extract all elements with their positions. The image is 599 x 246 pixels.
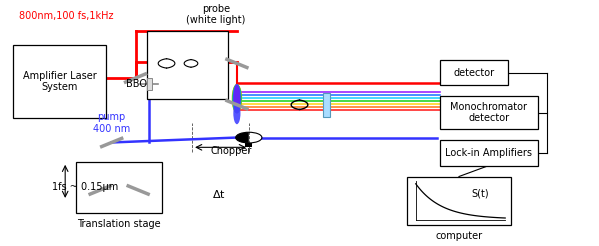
Bar bbox=[440, 60, 508, 85]
Text: Chopper: Chopper bbox=[210, 146, 252, 156]
Ellipse shape bbox=[234, 102, 240, 124]
Ellipse shape bbox=[232, 84, 241, 113]
Bar bbox=[76, 162, 162, 213]
Bar bbox=[407, 177, 511, 225]
Wedge shape bbox=[235, 132, 249, 143]
Bar bbox=[147, 78, 152, 90]
Bar bbox=[245, 143, 252, 147]
Bar bbox=[13, 45, 106, 118]
Ellipse shape bbox=[232, 84, 242, 113]
Text: S(t): S(t) bbox=[471, 188, 489, 199]
Text: Translation stage: Translation stage bbox=[77, 219, 161, 229]
Bar bbox=[440, 96, 538, 129]
Ellipse shape bbox=[232, 84, 242, 113]
Ellipse shape bbox=[232, 84, 242, 113]
Text: Monochromator
detector: Monochromator detector bbox=[450, 102, 527, 123]
Text: Amplifier Laser
System: Amplifier Laser System bbox=[23, 71, 96, 92]
Text: 800nm,100 fs,1kHz: 800nm,100 fs,1kHz bbox=[19, 11, 114, 21]
Text: pump
400 nm: pump 400 nm bbox=[93, 112, 131, 134]
Text: Lock-in Amplifiers: Lock-in Amplifiers bbox=[445, 148, 533, 158]
Ellipse shape bbox=[233, 84, 241, 113]
Text: detector: detector bbox=[453, 68, 494, 77]
Ellipse shape bbox=[233, 84, 241, 113]
Text: computer: computer bbox=[435, 231, 483, 241]
Text: $\Delta$t: $\Delta$t bbox=[212, 187, 226, 200]
Text: probe
(white light): probe (white light) bbox=[186, 4, 246, 25]
Bar bbox=[323, 92, 330, 117]
Text: BBO: BBO bbox=[126, 79, 147, 89]
Bar bbox=[147, 31, 228, 99]
Bar bbox=[440, 140, 538, 166]
Text: 1fs ~ 0.15μm: 1fs ~ 0.15μm bbox=[52, 183, 119, 192]
Ellipse shape bbox=[232, 84, 241, 113]
